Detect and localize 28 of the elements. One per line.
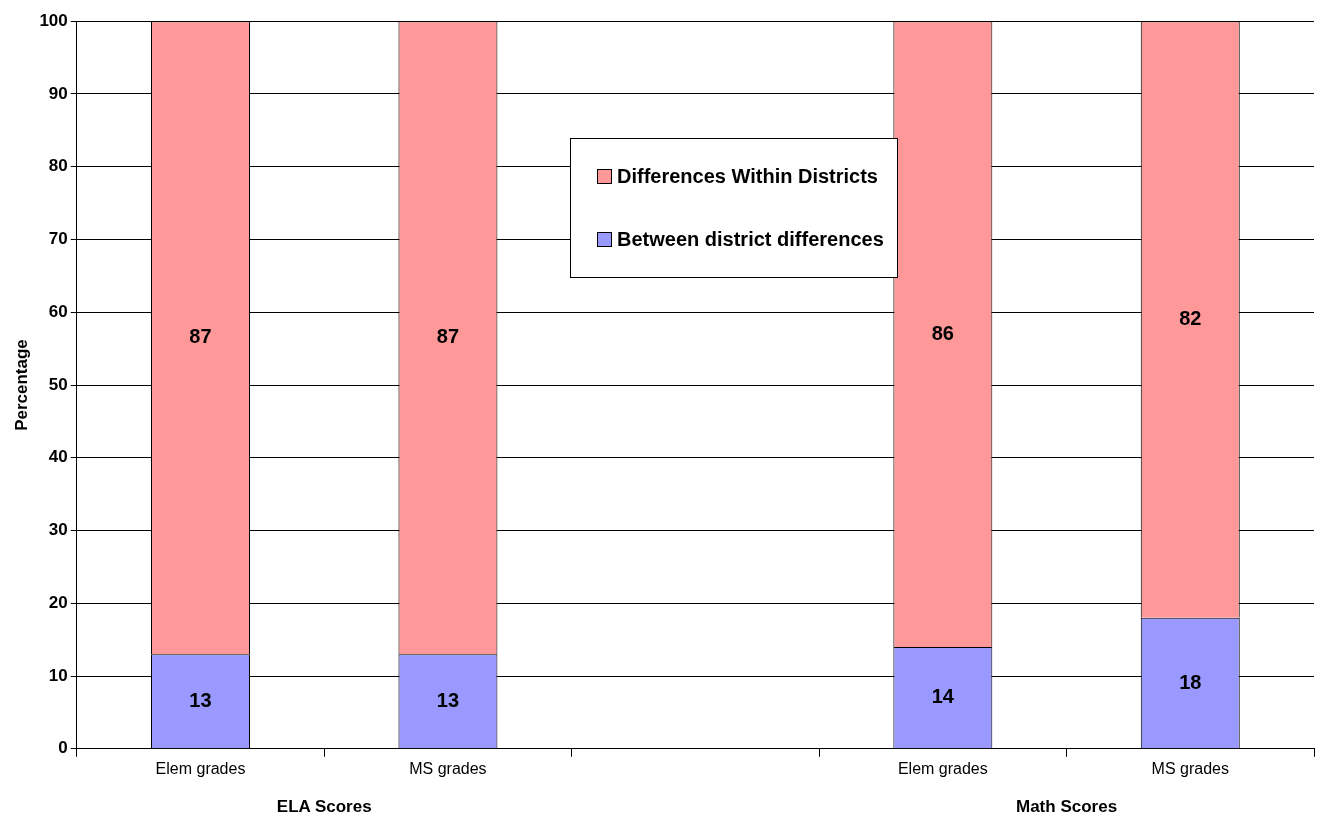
data-label: 82	[1179, 307, 1202, 330]
data-label: 13	[189, 688, 212, 711]
data-label: 87	[436, 325, 460, 348]
x-tick-label: Elem grades	[155, 759, 246, 777]
x-tick-label: MS grades	[409, 759, 487, 777]
data-label: 14	[931, 685, 955, 708]
data-label: 13	[436, 688, 460, 711]
y-tick-label: 20	[48, 592, 68, 612]
y-tick-label: 90	[48, 83, 68, 103]
y-tick-label: 70	[48, 229, 68, 249]
y-tick-label: 40	[48, 447, 68, 467]
data-label: 18	[1179, 670, 1202, 693]
legend-label: Between district differences	[617, 228, 884, 251]
legend-label: Differences Within Districts	[617, 165, 878, 188]
y-tick-label: 100	[39, 10, 68, 30]
y-tick-label: 50	[48, 374, 68, 394]
y-tick-label: 60	[48, 301, 68, 321]
y-tick-label: 0	[58, 738, 68, 758]
y-tick-label: 80	[48, 156, 68, 176]
y-tick-label: 30	[48, 520, 68, 540]
text: Math Scores	[1016, 796, 1118, 816]
x-tick-label: MS grades	[1151, 759, 1229, 777]
y-tick-label: 10	[48, 665, 68, 685]
data-label: 87	[189, 325, 212, 348]
y-axis-title: Percentage	[11, 339, 31, 431]
text: ELA Scores	[276, 796, 372, 816]
data-label: 86	[931, 321, 954, 344]
x-tick-label: Elem grades	[897, 759, 988, 777]
